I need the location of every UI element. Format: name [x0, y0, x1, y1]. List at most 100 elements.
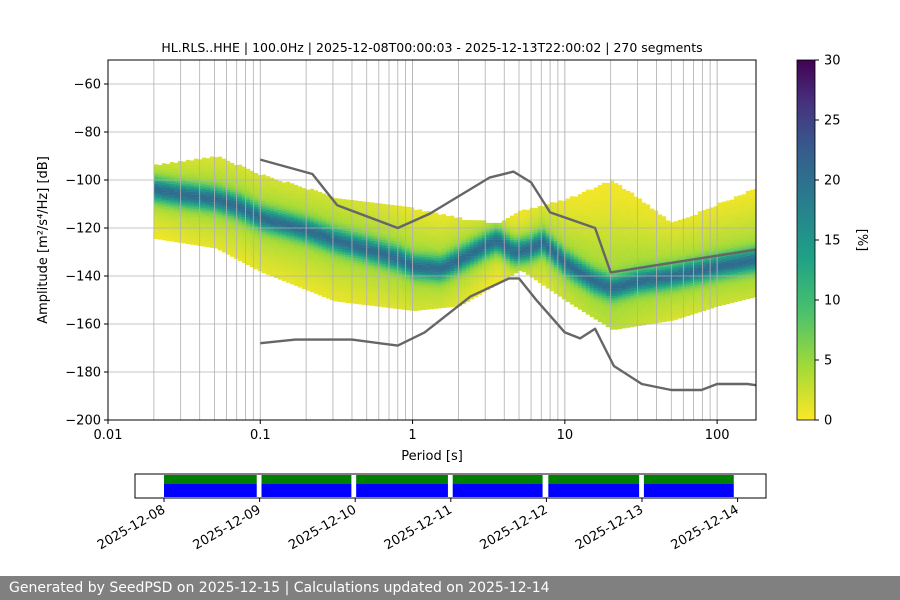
- psd-cell: [249, 194, 255, 198]
- psd-cell: [493, 249, 499, 252]
- psd-cell: [589, 314, 595, 318]
- psd-cell: [417, 271, 423, 275]
- psd-cell: [529, 253, 535, 256]
- psd-cell: [337, 198, 343, 202]
- psd-cell: [481, 222, 487, 226]
- psd-cell: [161, 165, 167, 169]
- psd-cell: [613, 187, 619, 191]
- psd-cell: [397, 205, 403, 209]
- psd-cell: [461, 282, 467, 285]
- psd-cell: [541, 268, 547, 272]
- psd-cell: [209, 242, 215, 246]
- psd-cell: [533, 256, 539, 259]
- psd-cell: [585, 266, 591, 269]
- psd-cell: [297, 277, 303, 281]
- psd-cell: [413, 279, 419, 283]
- psd-cell: [173, 227, 179, 231]
- psd-cell: [473, 229, 479, 233]
- psd-cell: [249, 192, 255, 196]
- psd-cell: [561, 265, 567, 269]
- psd-cell: [625, 210, 631, 213]
- psd-cell: [617, 211, 623, 214]
- psd-cell: [353, 260, 359, 264]
- psd-cell: [213, 176, 219, 179]
- psd-cell: [477, 249, 483, 252]
- psd-cell: [613, 295, 619, 299]
- psd-cell: [161, 189, 167, 193]
- psd-cell: [281, 189, 287, 193]
- psd-cell: [601, 247, 607, 251]
- psd-cell: [429, 301, 435, 305]
- psd-cell: [357, 265, 363, 269]
- psd-cell: [193, 180, 199, 183]
- psd-cell: [601, 264, 607, 267]
- psd-cell: [253, 182, 259, 186]
- psd-cell: [293, 283, 299, 286]
- psd-cell: [241, 245, 247, 249]
- psd-cell: [305, 244, 311, 248]
- psd-cell: [373, 214, 379, 218]
- psd-cell: [569, 263, 575, 267]
- psd-cell: [289, 281, 295, 285]
- psd-cell: [641, 296, 647, 299]
- psd-cell: [157, 201, 163, 204]
- psd-cell: [305, 240, 311, 243]
- psd-cell: [517, 251, 523, 255]
- psd-cell: [157, 189, 163, 192]
- psd-cell: [297, 196, 303, 199]
- psd-cell: [353, 241, 359, 244]
- psd-cell: [409, 272, 415, 275]
- psd-cell: [213, 205, 219, 208]
- psd-cell: [437, 260, 443, 263]
- psd-cell: [637, 236, 643, 240]
- psd-cell: [285, 263, 291, 266]
- psd-cell: [449, 263, 455, 267]
- psd-cell: [593, 211, 599, 214]
- psd-cell: [637, 251, 643, 254]
- psd-cell: [249, 233, 255, 236]
- psd-cell: [589, 312, 595, 315]
- psd-cell: [629, 324, 635, 328]
- psd-cell: [485, 242, 491, 245]
- psd-cell: [277, 200, 283, 203]
- psd-cell: [409, 212, 415, 215]
- psd-cell: [293, 268, 299, 272]
- psd-cell: [441, 300, 447, 304]
- psd-cell: [589, 273, 595, 277]
- psd-cell: [169, 212, 175, 216]
- psd-cell: [401, 239, 407, 243]
- psd-cell: [153, 188, 159, 191]
- psd-cell: [445, 244, 451, 248]
- psd-cell: [301, 264, 307, 268]
- psd-cell: [585, 194, 591, 197]
- psd-cell: [329, 292, 335, 296]
- psd-cell: [593, 257, 599, 260]
- psd-cell: [289, 262, 295, 266]
- psd-cell: [157, 174, 163, 178]
- psd-cell: [617, 285, 623, 289]
- psd-cell: [205, 189, 211, 192]
- psd-cell: [505, 244, 511, 247]
- psd-cell: [617, 259, 623, 262]
- psd-cell: [593, 278, 599, 282]
- psd-cell: [321, 220, 327, 223]
- psd-cell: [585, 309, 591, 313]
- psd-cell: [225, 240, 231, 243]
- psd-cell: [461, 239, 467, 242]
- psd-cell: [353, 272, 359, 276]
- psd-cell: [609, 300, 615, 304]
- psd-cell: [589, 237, 595, 241]
- psd-cell: [177, 235, 183, 238]
- psd-cell: [601, 271, 607, 275]
- psd-cell: [537, 222, 543, 226]
- psd-cell: [185, 241, 191, 245]
- psd-cell: [549, 214, 555, 217]
- psd-cell: [265, 267, 271, 270]
- psd-cell: [605, 233, 611, 236]
- psd-cell: [185, 205, 191, 209]
- psd-cell: [525, 224, 531, 227]
- psd-cell: [621, 265, 627, 269]
- psd-cell: [449, 292, 455, 296]
- psd-cell: [605, 315, 611, 318]
- psd-cell: [645, 298, 651, 301]
